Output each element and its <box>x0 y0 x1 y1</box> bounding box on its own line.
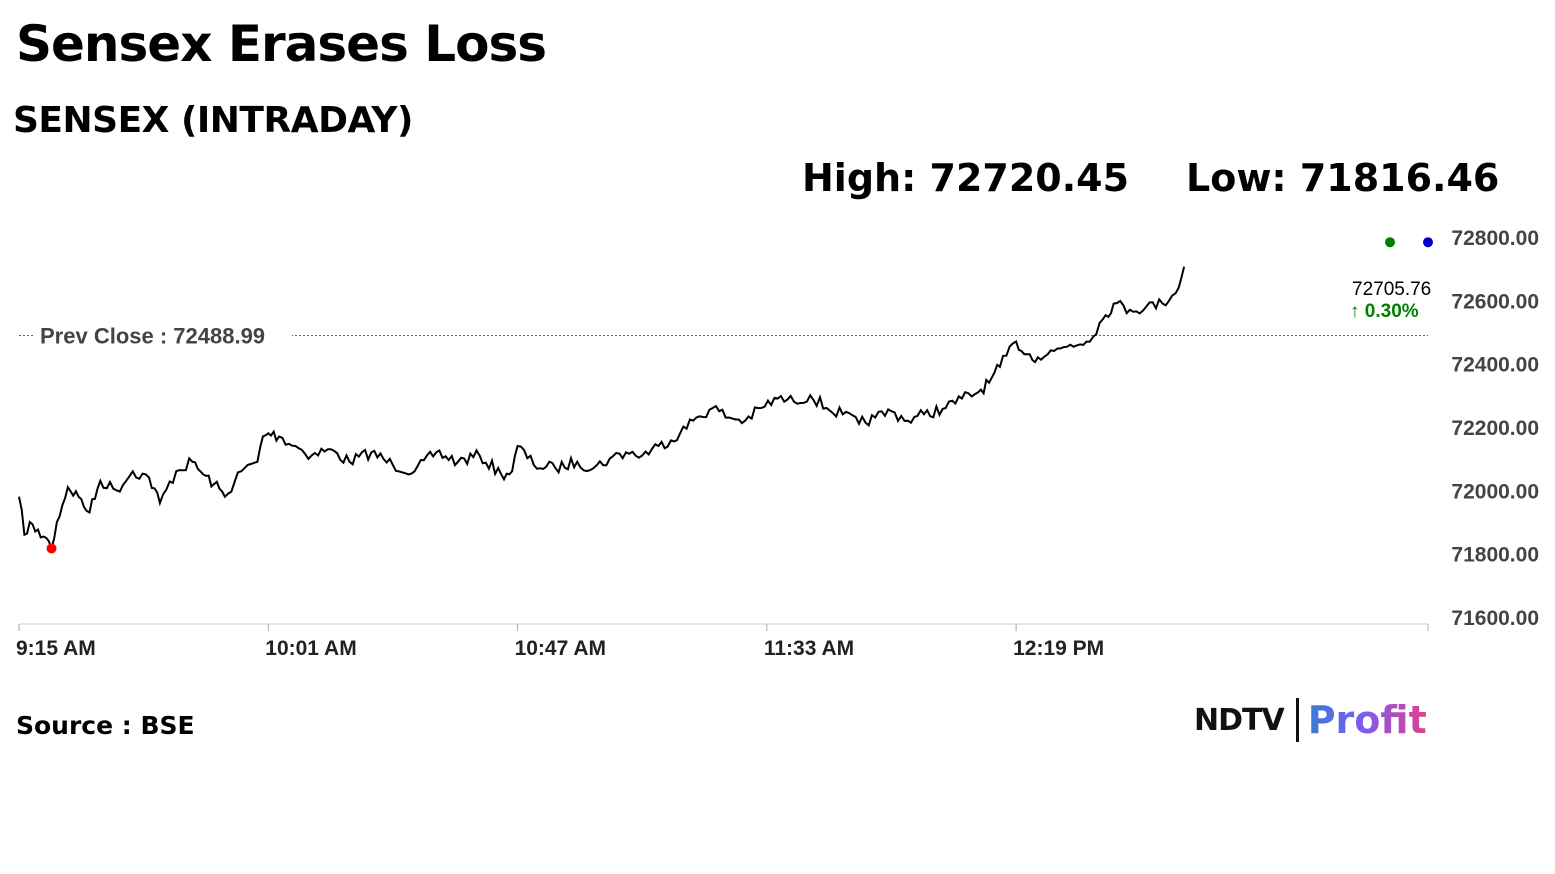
x-tick-label: 10:47 AM <box>515 637 606 660</box>
x-tick-label: 9:15 AM <box>16 637 96 660</box>
y-tick-label: 72200.00 <box>1451 417 1539 440</box>
day-low-marker <box>46 543 57 554</box>
y-tick-label: 72000.00 <box>1451 480 1539 503</box>
day-high-marker <box>1385 237 1395 248</box>
day-low-label: Low: 71816.46 <box>1186 156 1500 200</box>
prev-close-group: Prev Close : 72488.99 <box>19 321 1428 350</box>
last-price-label: 72705.76 <box>1352 279 1431 300</box>
x-axis: 9:15 AM 10:01 AM 10:47 AM 11:33 AM 12:19 PM <box>16 623 1429 660</box>
y-tick-label: 72400.00 <box>1451 354 1539 377</box>
x-tick-label: 10:01 AM <box>265 637 356 660</box>
day-high-label: High: 72720.45 <box>802 156 1130 200</box>
x-tick-label: 12:19 PM <box>1013 637 1104 660</box>
price-series-line <box>18 266 1186 552</box>
x-tick-label: 11:33 AM <box>764 637 854 660</box>
y-tick-label: 72600.00 <box>1451 290 1539 313</box>
source-note: Source : BSE <box>16 711 195 740</box>
ndtv-profit-logo: NDTV Profit <box>1194 696 1427 744</box>
y-tick-label: 71800.00 <box>1451 544 1539 567</box>
sensex-intraday-chart: 72800.00 72600.00 72400.00 72200.00 72000.00… <box>16 227 1539 660</box>
last-price-group: 72705.76↑ 0.30% <box>1350 279 1431 322</box>
prev-close-label-bg <box>34 321 292 350</box>
y-axis-ticks: 72800.00 72600.00 72400.00 72200.00 72000.00… <box>1451 227 1539 630</box>
y-tick-label: 72800.00 <box>1451 227 1539 250</box>
change-percent-label: ↑ 0.30% <box>1350 301 1419 322</box>
brand-separator <box>1295 698 1299 742</box>
brand-profit-text: Profit <box>1307 698 1427 742</box>
chart-subtitle: SENSEX (INTRADAY) <box>13 100 413 141</box>
y-tick-label: 71600.00 <box>1451 607 1539 630</box>
chart-headline: Sensex Erases Loss <box>16 15 547 73</box>
prev-close-label: Prev Close : 72488.99 <box>40 323 265 348</box>
price-markers <box>46 237 1433 554</box>
last-price-marker <box>1423 237 1433 248</box>
brand-ndtv-text: NDTV <box>1194 702 1285 738</box>
